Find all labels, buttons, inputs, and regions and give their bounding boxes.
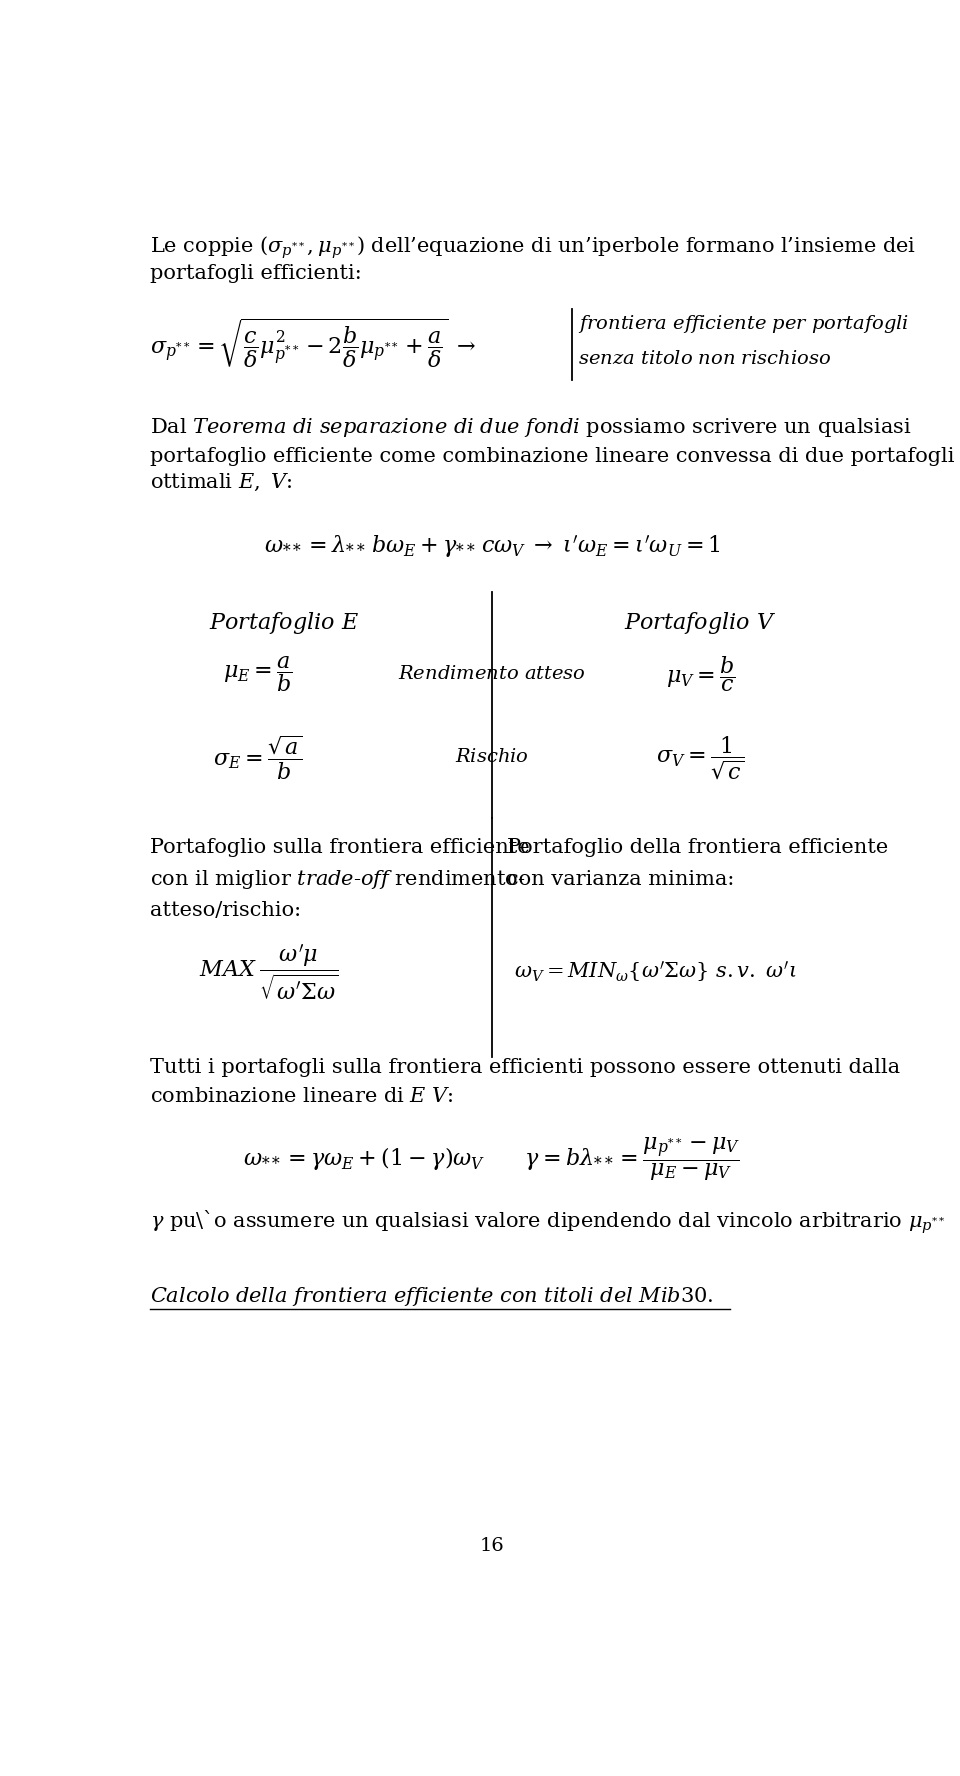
Text: 16: 16 [480,1538,504,1556]
Text: $\mathit{Rendimento\ atteso}$: $\mathit{Rendimento\ atteso}$ [398,664,586,684]
Text: portafogli efficienti:: portafogli efficienti: [150,265,362,282]
Text: $\mathit{senza\ titolo\ non\ rischioso}$: $\mathit{senza\ titolo\ non\ rischioso}$ [578,350,830,368]
Text: combinazione lineare di $E\ V$:: combinazione lineare di $E\ V$: [150,1087,453,1106]
Text: $\mathit{Rischio}$: $\mathit{Rischio}$ [455,748,529,767]
Text: $\mathit{Calcolo\ della\ frontiera\ efficiente\ con\ titoli\ del\ Mib30.}$: $\mathit{Calcolo\ della\ frontiera\ effi… [150,1284,713,1307]
Text: $\sigma_E = \dfrac{\sqrt{a}}{b}$: $\sigma_E = \dfrac{\sqrt{a}}{b}$ [213,733,302,781]
Text: Portafoglio della frontiera efficiente: Portafoglio della frontiera efficiente [507,838,888,858]
Text: portafoglio efficiente come combinazione lineare convessa di due portafogli: portafoglio efficiente come combinazione… [150,448,954,465]
Text: $\gamma$ pu\`o assumere un qualsiasi valore dipendendo dal vincolo arbitrario $\: $\gamma$ pu\`o assumere un qualsiasi val… [150,1209,946,1236]
Text: $MAX\;\dfrac{\omega'\mu}{\sqrt{\omega'\Sigma\omega}}$: $MAX\;\dfrac{\omega'\mu}{\sqrt{\omega'\S… [199,943,339,1002]
Text: $\mathit{frontiera\ efficiente\ per\ portafogli}$: $\mathit{frontiera\ efficiente\ per\ por… [578,313,909,336]
Text: con varianza minima:: con varianza minima: [507,870,734,888]
Text: $\mu_E = \dfrac{a}{b}$: $\mu_E = \dfrac{a}{b}$ [223,654,293,694]
Text: Dal $\mathit{Teorema\ di\ separazione\ di\ due\ fondi}$ possiamo scrivere un qua: Dal $\mathit{Teorema\ di\ separazione\ d… [150,416,912,439]
Text: $\mu_V = \dfrac{b}{c}$: $\mu_V = \dfrac{b}{c}$ [665,654,735,694]
Text: Portafoglio sulla frontiera efficiente: Portafoglio sulla frontiera efficiente [150,838,530,858]
Text: con il miglior $\mathit{trade\text{-}off}$ rendimento-: con il miglior $\mathit{trade\text{-}off… [150,868,525,890]
Text: $\sigma_V = \dfrac{1}{\sqrt{c}}$: $\sigma_V = \dfrac{1}{\sqrt{c}}$ [657,733,744,781]
Text: ottimali $E,\ V$:: ottimali $E,\ V$: [150,472,293,494]
Text: atteso/rischio:: atteso/rischio: [150,900,300,920]
Text: $\sigma_{p^{**}} = \sqrt{\dfrac{c}{\delta}\mu_{p^{**}}^{2} - 2\dfrac{b}{\delta}\: $\sigma_{p^{**}} = \sqrt{\dfrac{c}{\delt… [150,316,476,369]
Text: $\omega_{**} = \gamma\omega_E + (1-\gamma)\omega_V \qquad \gamma = b\lambda_{**}: $\omega_{**} = \gamma\omega_E + (1-\gamm… [244,1137,740,1183]
Text: Tutti i portafogli sulla frontiera efficienti possono essere ottenuti dalla: Tutti i portafogli sulla frontiera effic… [150,1058,900,1078]
Text: $\mathbf{\mathit{Portafoglio\ V}}$: $\mathbf{\mathit{Portafoglio\ V}}$ [624,611,777,636]
Text: Le coppie $(\sigma_{p^{**}},\mu_{p^{**}})$ dell’equazione di un’iperbole formano: Le coppie $(\sigma_{p^{**}},\mu_{p^{**}}… [150,234,916,261]
Text: $\mathbf{\mathit{Portafoglio\ E}}$: $\mathbf{\mathit{Portafoglio\ E}}$ [208,611,359,636]
Text: $\omega_V = MIN_{\omega}\left\{\omega'\Sigma\omega\right\}\ s.v.\ \omega'\iota$: $\omega_V = MIN_{\omega}\left\{\omega'\S… [515,959,797,984]
Text: $\omega_{**} = \lambda_{**}\,b\omega_E + \gamma_{**}\,c\omega_V \;\rightarrow\; : $\omega_{**} = \lambda_{**}\,b\omega_E +… [264,533,720,559]
